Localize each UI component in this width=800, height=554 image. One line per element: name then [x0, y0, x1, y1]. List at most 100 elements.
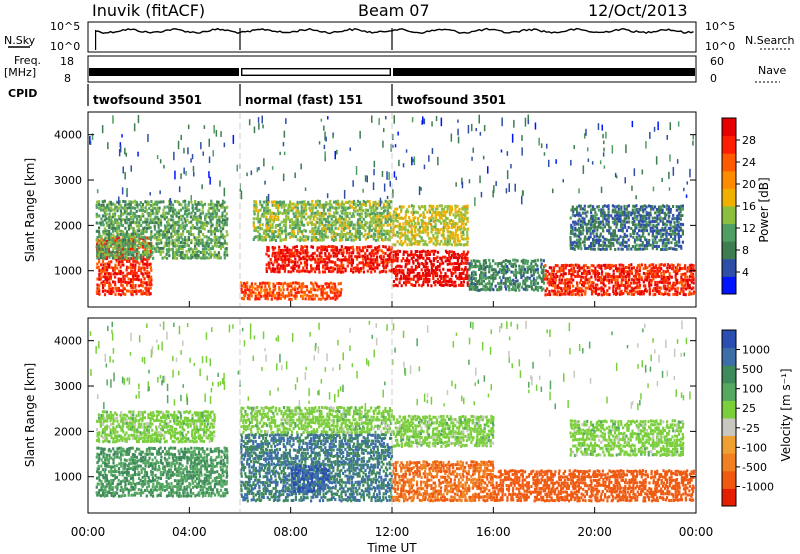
- power-cell-8: [692, 281, 695, 285]
- power-cell-0: [102, 263, 105, 267]
- power-cell-1: [210, 220, 213, 224]
- power-cell-4: [327, 220, 330, 224]
- power-cell-1: [108, 241, 111, 245]
- power-cell-1: [165, 241, 168, 245]
- power-cell-4: [345, 238, 348, 242]
- power-cell-9: [578, 204, 581, 208]
- power-cell-8: [684, 275, 687, 279]
- power-cell-1: [211, 223, 214, 227]
- power-cell-1: [179, 214, 182, 218]
- power-cell-7: [508, 268, 511, 272]
- power-cell-1: [166, 256, 169, 260]
- power-cell-4: [382, 209, 385, 213]
- power-cell-8: [604, 266, 607, 270]
- power-cell-2: [287, 291, 290, 295]
- power-cell-5: [408, 277, 411, 281]
- power-cell-8: [676, 281, 679, 285]
- power-cell-7: [542, 275, 545, 279]
- power-cell-1: [100, 217, 103, 221]
- power-cell-1: [199, 202, 202, 206]
- power-cell-7: [540, 268, 544, 272]
- power-cell-1: [195, 253, 198, 257]
- power-cell-7: [514, 276, 518, 280]
- power-cell-0: [149, 281, 152, 285]
- power-cell-6: [428, 236, 431, 240]
- power-cell-6: [444, 205, 447, 209]
- power-cell-9: [613, 205, 616, 209]
- power-cell-8: [692, 278, 695, 281]
- power-cell-4: [336, 233, 339, 237]
- power-cell-4: [334, 215, 337, 219]
- power-cell-1: [202, 253, 205, 257]
- power-cell-1: [130, 200, 133, 204]
- power-cell-4: [382, 215, 385, 219]
- power-cell-9: [645, 220, 648, 224]
- power-cell-4: [323, 224, 326, 228]
- power-cell-9: [654, 225, 657, 229]
- power-cell-4: [342, 235, 345, 239]
- power-cell-8: [576, 274, 579, 278]
- power-cell-9: [636, 217, 639, 221]
- power-cell-2: [264, 291, 267, 295]
- power-cell-1: [105, 250, 108, 254]
- power-cell-9: [679, 234, 682, 238]
- power-cell-1: [138, 235, 141, 239]
- power-cell-4: [354, 205, 357, 209]
- power-cell-4: [379, 211, 382, 215]
- power-cell-1: [116, 250, 119, 254]
- power-cell-3: [267, 254, 270, 258]
- power-cell-4: [328, 206, 331, 210]
- power-cell-5: [444, 259, 447, 263]
- power-scatter: [611, 145, 614, 154]
- power-scatter: [336, 149, 338, 155]
- power-cell-1: [101, 253, 104, 257]
- power-cell-9: [642, 208, 645, 212]
- power-cell-8: [658, 269, 661, 273]
- power-cell-9: [633, 223, 636, 227]
- power-cell-2: [268, 281, 271, 285]
- power-cell-1: [138, 220, 141, 224]
- power-cell-8: [672, 270, 675, 273]
- power-cell-4: [267, 218, 270, 222]
- power-cell-9: [665, 223, 669, 227]
- power-cell-8: [552, 278, 555, 282]
- power-cell-6: [444, 213, 447, 217]
- power-cell-3: [388, 260, 391, 264]
- power-cell-1: [124, 200, 127, 204]
- power-cell-9: [637, 247, 640, 251]
- power-cell-4: [312, 203, 315, 207]
- power-cell-6: [448, 213, 452, 217]
- power-cell-4: [306, 221, 309, 225]
- power-cell-9: [629, 234, 632, 238]
- power-cell-4: [362, 203, 365, 206]
- power-cell-1: [120, 229, 123, 233]
- freq-bars: [89, 68, 695, 76]
- power-cell-8: [544, 269, 547, 273]
- power-cell-5: [422, 283, 425, 287]
- power-cell-6: [402, 233, 405, 237]
- power-cell-8: [660, 292, 663, 296]
- power-cell-1: [125, 209, 128, 213]
- power-cell-9: [671, 237, 675, 241]
- power-cell-1: [108, 250, 111, 254]
- power-cell-7: [516, 271, 519, 275]
- power-cell-5: [392, 268, 396, 271]
- power-cell-4: [324, 227, 327, 231]
- power-cell-4: [275, 235, 278, 239]
- power-cell-9: [645, 244, 648, 247]
- power-cell-2: [327, 294, 330, 298]
- power-cell-2: [329, 281, 332, 285]
- power-cell-1: [133, 242, 136, 246]
- power-cell-6: [402, 205, 405, 209]
- power-cell-7: [530, 274, 533, 278]
- power-cell-3: [294, 257, 297, 261]
- power-cell-1: [159, 200, 162, 204]
- power-cell-4: [252, 209, 256, 213]
- power-cell-1: [218, 218, 221, 222]
- power-cell-6: [426, 233, 429, 237]
- power-cell-7: [476, 280, 479, 283]
- power-cell-3: [366, 257, 369, 261]
- power-cell-4: [372, 203, 375, 207]
- power-cell-2: [324, 297, 327, 301]
- power-cell-4: [343, 206, 346, 210]
